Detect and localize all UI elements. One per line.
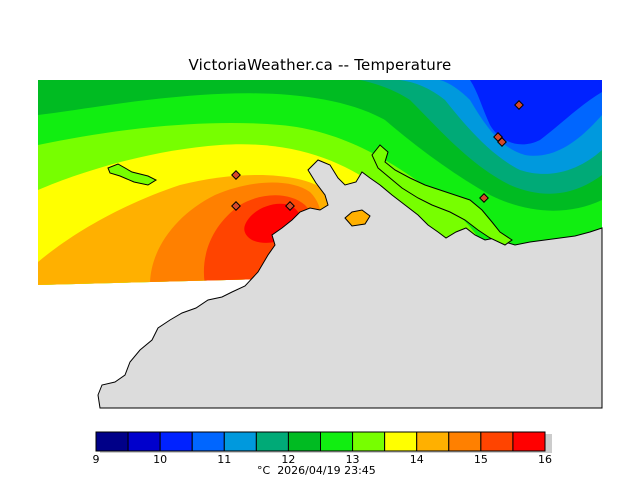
timestamp-value: 2026/04/19 23:45 (277, 464, 376, 477)
legend-tick-label: 14 (410, 453, 424, 466)
legend-band (448, 431, 482, 452)
legend-band (255, 431, 289, 452)
island-west (107, 163, 158, 186)
legend-band (480, 431, 514, 452)
legend-tick-label: 9 (93, 453, 100, 466)
legend-tick-label: 11 (217, 453, 231, 466)
legend-band (127, 431, 161, 452)
island-south (344, 209, 371, 227)
station-marker (285, 201, 295, 211)
legend-band (95, 431, 129, 452)
legend-band (352, 431, 386, 452)
page-title: VictoriaWeather.ca -- Temperature (188, 56, 452, 74)
station-marker (231, 170, 241, 180)
station-marker (479, 193, 489, 203)
legend-band (416, 431, 450, 452)
legend-band (191, 431, 225, 452)
legend-band (384, 431, 418, 452)
legend-tick-label: 16 (538, 453, 552, 466)
legend-tick-label: 10 (153, 453, 167, 466)
station-marker (497, 137, 507, 147)
legend-tick-label: 15 (474, 453, 488, 466)
legend-band (159, 431, 193, 452)
station-marker (231, 201, 241, 211)
legend-tick-label: 13 (346, 453, 360, 466)
legend-band (320, 431, 354, 452)
peninsula-saanich (371, 144, 513, 246)
unit-label: °C (257, 464, 271, 477)
legend-band (287, 431, 321, 452)
band-10 (470, 80, 602, 145)
timestamp-label: °C 2026/04/19 23:45 (257, 464, 376, 477)
station-markers (231, 100, 524, 211)
legend-band (223, 431, 257, 452)
legend-band (512, 431, 546, 452)
station-marker (514, 100, 524, 110)
legend-tick-label: 12 (281, 453, 295, 466)
